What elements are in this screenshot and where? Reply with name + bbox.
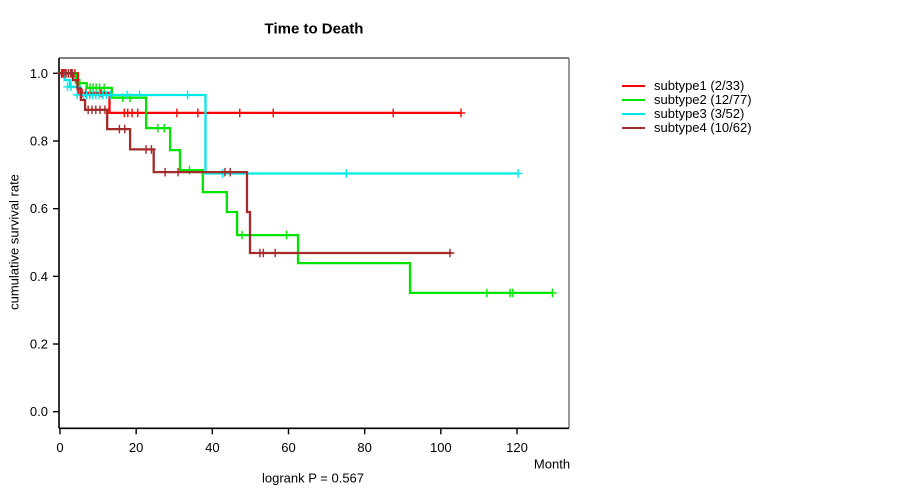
legend-label: subtype4 (10/62) [654,120,752,135]
censor-mark [456,108,466,118]
censor-mark [183,90,192,100]
legend-line-swatch [622,84,645,88]
y-tick-label: 0.4 [30,269,48,284]
censor-mark [268,108,278,118]
censor-mark [173,167,183,177]
y-tick-label: 0.6 [30,201,48,216]
survival-curve-subtype3 [60,72,519,175]
censor-mark [105,90,115,100]
censor-mark [218,169,227,178]
censor-mark [237,230,247,240]
legend-entry-subtype3: subtype3 (3/52) [622,107,752,121]
censor-mark [548,288,557,298]
censor-mark [270,248,280,258]
censor-mark [482,288,492,298]
survival-curve-subtype4 [60,72,452,255]
x-tick-label: 0 [56,440,63,455]
censor-mark [235,108,245,118]
x-tick-label: 40 [205,440,219,455]
y-tick-label: 0.0 [30,404,48,419]
censor-mark [193,108,203,118]
legend-entry-subtype2: subtype2 (12/77) [622,93,752,107]
logrank-pvalue-text: logrank P = 0.567 [261,470,365,486]
x-axis: 0 20 40 60 80 100 120 [56,428,528,455]
x-tick-label: 100 [430,440,452,455]
censor-mark [259,248,268,258]
censor-mark [135,90,144,100]
y-tick-label: 0.2 [30,337,48,352]
survival-curve-subtype1 [60,72,461,115]
legend-line-swatch [622,126,645,130]
censor-mark [120,124,130,134]
curve-group-subtype3 [60,72,523,178]
plot-title: Time to Death [264,20,364,38]
x-tick-label: 80 [357,440,371,455]
legend-line-swatch [622,112,645,116]
legend: subtype1 (2/33) subtype2 (12/77) subtype3 … [622,79,752,135]
legend-label: subtype3 (3/52) [654,106,745,121]
legend-label: subtype2 (12/77) [654,92,752,107]
censor-mark [445,248,455,258]
curve-group-subtype2 [60,72,557,298]
curve-group-subtype4 [57,69,455,258]
censor-mark [388,108,398,118]
censor-mark [172,108,182,118]
x-tick-label: 120 [506,440,528,455]
censor-mark [160,167,170,177]
x-tick-label: 20 [129,440,143,455]
legend-line-swatch [622,98,645,102]
legend-label: subtype1 (2/33) [654,78,745,93]
censor-mark [133,108,142,118]
x-tick-label: 60 [281,440,295,455]
censor-mark [100,105,110,115]
censor-mark [99,83,109,93]
x-axis-title: Month [533,456,571,472]
y-tick-label: 0.8 [30,133,48,148]
censor-mark [67,69,77,78]
censor-mark [160,123,169,133]
censor-mark [147,145,156,154]
legend-entry-subtype4: subtype4 (10/62) [622,121,752,135]
y-axis-title: cumulative survival rate [6,174,22,310]
plot-box [58,57,570,430]
survival-curves [57,69,557,298]
censor-mark [122,90,132,100]
censor-mark [66,82,76,92]
censor-mark [342,169,351,178]
survival-curve-subtype2 [60,72,553,295]
censor-mark [513,169,523,178]
censor-mark [508,288,518,298]
y-tick-label: 1.0 [30,66,48,81]
y-axis: 0.0 0.2 0.4 0.6 0.8 1.0 [30,66,59,419]
censor-mark [282,230,291,240]
legend-entry-subtype1: subtype1 (2/33) [622,79,752,93]
curve-group-subtype1 [57,69,466,118]
censor-mark [225,167,235,177]
